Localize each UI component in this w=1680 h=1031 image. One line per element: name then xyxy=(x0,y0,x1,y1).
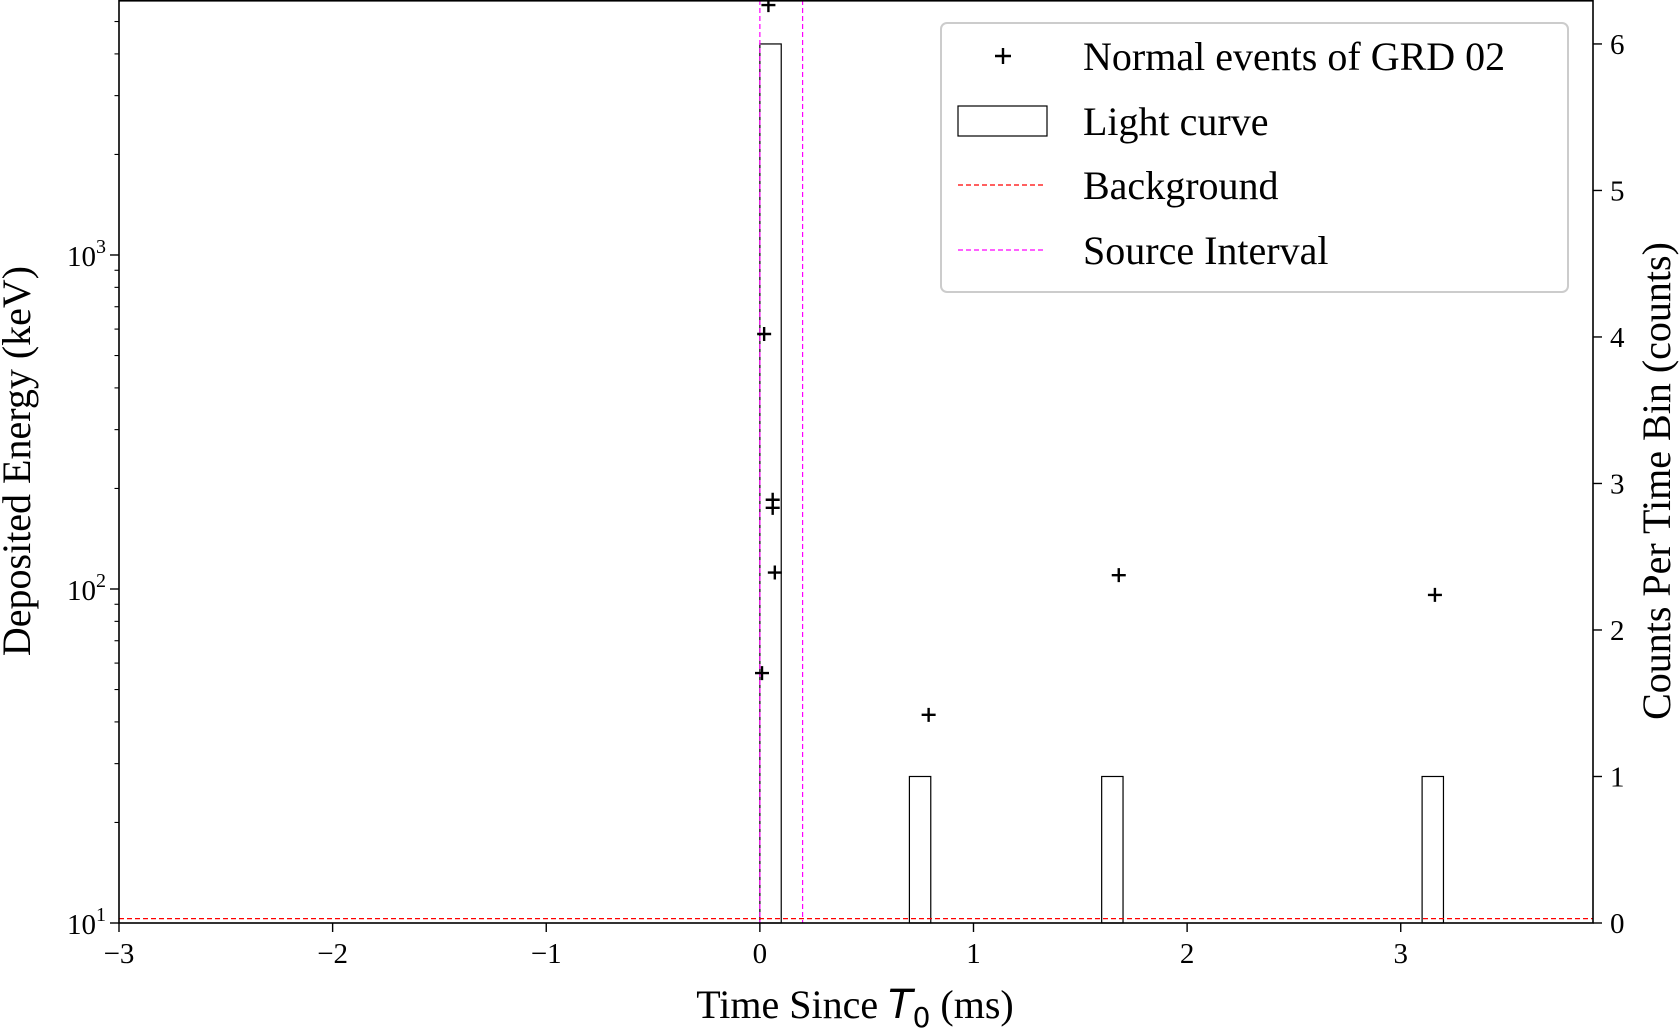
event-marker xyxy=(767,565,782,580)
y-tick-label: 103 xyxy=(67,236,106,273)
event-markers xyxy=(755,0,1442,722)
legend-box xyxy=(940,22,1569,293)
light-curve-bar xyxy=(1101,775,1124,924)
event-marker xyxy=(757,327,772,342)
legend: Normal events of GRD 02 Light curve Back… xyxy=(940,22,1569,293)
y2-tick-label: 1 xyxy=(1610,761,1625,793)
x-tick-label: 1 xyxy=(966,938,981,970)
x-tick-label: 0 xyxy=(753,938,768,970)
x-tick-label: −3 xyxy=(104,938,135,970)
event-marker xyxy=(1111,568,1126,583)
y2-tick-label: 3 xyxy=(1610,468,1625,500)
light-curve-bars xyxy=(759,43,1445,924)
y2-tick-label: 6 xyxy=(1610,29,1625,61)
x-axis-label-suffix: (ms) xyxy=(930,982,1013,1027)
legend-label-light-curve: Light curve xyxy=(1083,99,1269,144)
event-marker xyxy=(921,707,936,722)
y2-tick-label: 0 xyxy=(1610,908,1625,940)
legend-label-source-interval: Source Interval xyxy=(1083,228,1328,273)
y2-tick-label: 4 xyxy=(1610,322,1625,354)
legend-swatch-light-curve xyxy=(957,105,1048,137)
event-marker xyxy=(755,666,770,681)
x-axis-label-prefix: Time Since xyxy=(696,982,888,1027)
x-tick-label: −2 xyxy=(317,938,348,970)
y-tick-label: 102 xyxy=(67,570,106,607)
axis-ticks: −3 −2 −1 0 1 2 3 101 102 103 0 1 2 3 4 5 6 xyxy=(67,20,1625,970)
x-axis-label-subscript: 0 xyxy=(913,1001,931,1031)
event-marker xyxy=(761,0,776,13)
light-curve-bar xyxy=(759,43,782,924)
x-tick-label: −1 xyxy=(531,938,562,970)
legend-label-events: Normal events of GRD 02 xyxy=(1083,34,1505,79)
y-tick-label: 101 xyxy=(67,904,106,941)
event-marker xyxy=(765,500,780,515)
y-axis-label: Deposited Energy (keV) xyxy=(0,266,39,656)
x-tick-label: 3 xyxy=(1393,938,1408,970)
event-marker xyxy=(1427,587,1442,602)
y2-tick-label: 5 xyxy=(1610,175,1625,207)
y2-axis-label: Counts Per Time Bin (counts) xyxy=(1634,242,1679,720)
light-curve-bar xyxy=(1421,775,1445,924)
legend-label-background: Background xyxy=(1083,163,1279,208)
legend-marker-events xyxy=(995,48,1011,64)
y2-tick-label: 2 xyxy=(1610,615,1625,647)
x-axis-label-symbol: T xyxy=(888,982,916,1028)
plot-frame xyxy=(118,0,1594,924)
x-tick-label: 2 xyxy=(1180,938,1195,970)
light-curve-bar xyxy=(908,775,932,924)
x-axis-label: Time Since T0 (ms) xyxy=(696,982,1013,1031)
reference-lines xyxy=(119,0,1593,923)
